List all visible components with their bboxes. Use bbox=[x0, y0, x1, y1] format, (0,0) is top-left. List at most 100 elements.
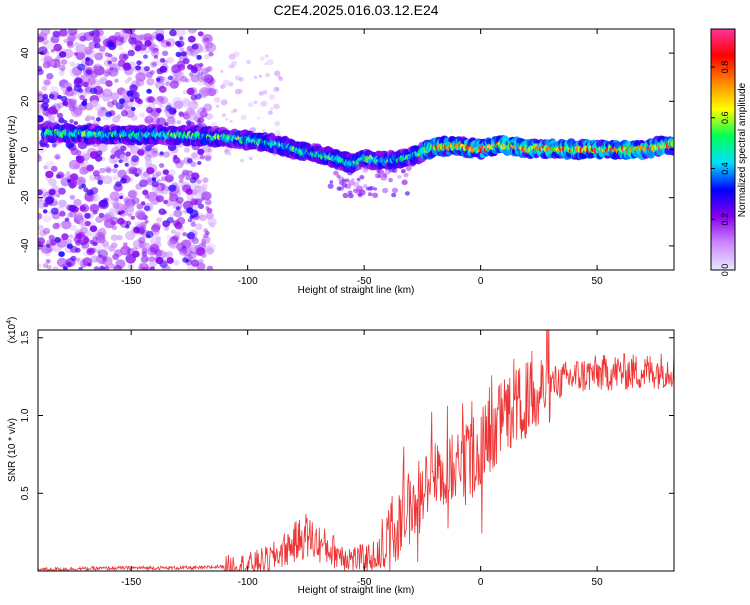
snr-x-ticks: -150 -100 -50 0 50 bbox=[121, 330, 603, 588]
spectrogram-cell bbox=[89, 70, 99, 79]
spectrogram-cell bbox=[401, 168, 406, 174]
spectrogram-cell bbox=[65, 238, 73, 245]
snr-series-line bbox=[38, 330, 674, 571]
spectrogram-cell bbox=[185, 188, 193, 195]
spectrogram-cell bbox=[202, 86, 214, 96]
colorbar-label: Normalized spectral amplitude bbox=[737, 82, 748, 217]
spectrogram-cell bbox=[102, 93, 111, 102]
spectrogram-cell bbox=[110, 242, 118, 249]
spectrogram-cell bbox=[333, 170, 339, 176]
spectrogram-cell bbox=[169, 29, 177, 37]
spectrogram-cell bbox=[125, 224, 130, 229]
spectrogram-cell bbox=[63, 120, 68, 124]
spectrogram-cell bbox=[96, 249, 101, 254]
spectrogram-cell bbox=[70, 107, 82, 118]
spectrogram-cell bbox=[120, 145, 127, 152]
spectrogram-cell bbox=[391, 192, 397, 198]
spectrogram-cell bbox=[128, 166, 138, 175]
spectrogram-cell bbox=[116, 114, 122, 119]
spectrogram-cell bbox=[197, 106, 208, 116]
spectrogram-cell bbox=[55, 155, 60, 160]
spectrogram-cell bbox=[80, 226, 88, 234]
spectrogram-cell bbox=[373, 187, 378, 191]
spectrogram-cell bbox=[164, 251, 173, 259]
spectrogram-cell bbox=[77, 63, 86, 71]
colorbar-ticks: 0.0 0.2 0.4 0.6 0.8 bbox=[711, 61, 730, 276]
spectrogram-cell bbox=[140, 255, 149, 263]
spectrogram-cell bbox=[186, 193, 195, 201]
spectrogram-cell bbox=[150, 152, 158, 159]
spectrogram-cell bbox=[145, 106, 153, 114]
spectrogram-cell bbox=[97, 256, 107, 265]
spectrogram-cell bbox=[238, 89, 244, 94]
spectrogram-cells bbox=[38, 29, 674, 270]
spectrogram-cell bbox=[348, 193, 354, 199]
spectrogram-cell bbox=[73, 121, 79, 126]
spectrogram-cell bbox=[169, 213, 174, 218]
spectrogram-cell bbox=[391, 187, 399, 194]
spectrogram-cell bbox=[233, 51, 240, 58]
spectrogram-cell bbox=[84, 48, 96, 59]
spectrogram-cell bbox=[102, 256, 108, 261]
spectrogram-cell bbox=[382, 187, 389, 194]
spectrogram-cell bbox=[52, 266, 59, 270]
spectrogram-cell bbox=[139, 112, 146, 118]
spectrogram-cell bbox=[43, 40, 54, 50]
spectrogram-cell bbox=[174, 231, 181, 237]
spectrogram-cell bbox=[205, 205, 210, 210]
spectrogram-cell bbox=[259, 56, 265, 61]
spectrogram-cell bbox=[114, 78, 119, 83]
spectrogram-cell bbox=[70, 255, 77, 262]
spectrogram-cell bbox=[81, 100, 88, 106]
spectrogram-cell bbox=[204, 54, 210, 60]
spectrogram-cell bbox=[197, 77, 207, 86]
spectrogram-cell bbox=[48, 234, 55, 241]
spectrogram-cell bbox=[240, 114, 247, 121]
spectrogram-cell bbox=[186, 45, 193, 52]
spectrogram-cell bbox=[69, 67, 81, 78]
spectrogram-cell bbox=[54, 237, 61, 243]
spectrogram-cell bbox=[144, 40, 152, 47]
spectrogram-cell bbox=[38, 65, 43, 72]
spectrogram-cell bbox=[81, 241, 90, 249]
spectrogram-cell bbox=[365, 187, 370, 191]
spectrogram-cell bbox=[185, 78, 190, 83]
spectrogram-cell bbox=[92, 197, 98, 203]
spectrogram-cell bbox=[117, 217, 125, 225]
spectrogram-cell bbox=[104, 265, 110, 270]
spectrogram-cell bbox=[153, 113, 159, 118]
spectrogram-cell bbox=[156, 77, 161, 82]
spectrogram-cell bbox=[130, 91, 140, 100]
spectrogram-cell bbox=[109, 67, 114, 71]
spectrogram-cell bbox=[123, 62, 131, 69]
spectrogram-cell bbox=[173, 100, 184, 110]
spectrogram-cell bbox=[179, 47, 185, 52]
spectrogram-cell bbox=[149, 70, 155, 75]
spectrogram-cell bbox=[201, 183, 208, 189]
spectrogram-cell bbox=[59, 210, 66, 217]
spectrogram-cell bbox=[201, 236, 211, 244]
spectrogram-cell bbox=[167, 75, 173, 81]
spectrogram-cell bbox=[228, 152, 232, 156]
spectrogram-cell bbox=[347, 170, 353, 176]
spectrogram-cell bbox=[215, 104, 220, 108]
spectrogram-cell bbox=[86, 189, 94, 196]
spectrogram-cell bbox=[113, 164, 119, 168]
spectrogram-cell bbox=[107, 60, 112, 65]
spectrogram-cell bbox=[196, 54, 202, 60]
spectrogram-cell bbox=[45, 259, 51, 264]
spectrogram-cell bbox=[278, 76, 284, 81]
spectrogram-y-axis-label: Frequency (Hz) bbox=[7, 116, 18, 185]
spectrogram-cell bbox=[116, 35, 124, 42]
spectrogram-cell bbox=[124, 79, 130, 84]
spectrogram-cell bbox=[53, 43, 62, 52]
spectrogram-cell bbox=[145, 145, 152, 152]
spectrogram-cell bbox=[127, 190, 137, 199]
spectrogram-cell bbox=[206, 207, 213, 214]
spectrogram-cell bbox=[127, 49, 135, 57]
spectrogram-cell bbox=[127, 205, 135, 213]
spectrogram-cell bbox=[42, 29, 48, 35]
spectrogram-cell bbox=[105, 111, 112, 118]
spectrogram-cell bbox=[95, 234, 106, 244]
spectrogram-cell bbox=[359, 175, 365, 180]
